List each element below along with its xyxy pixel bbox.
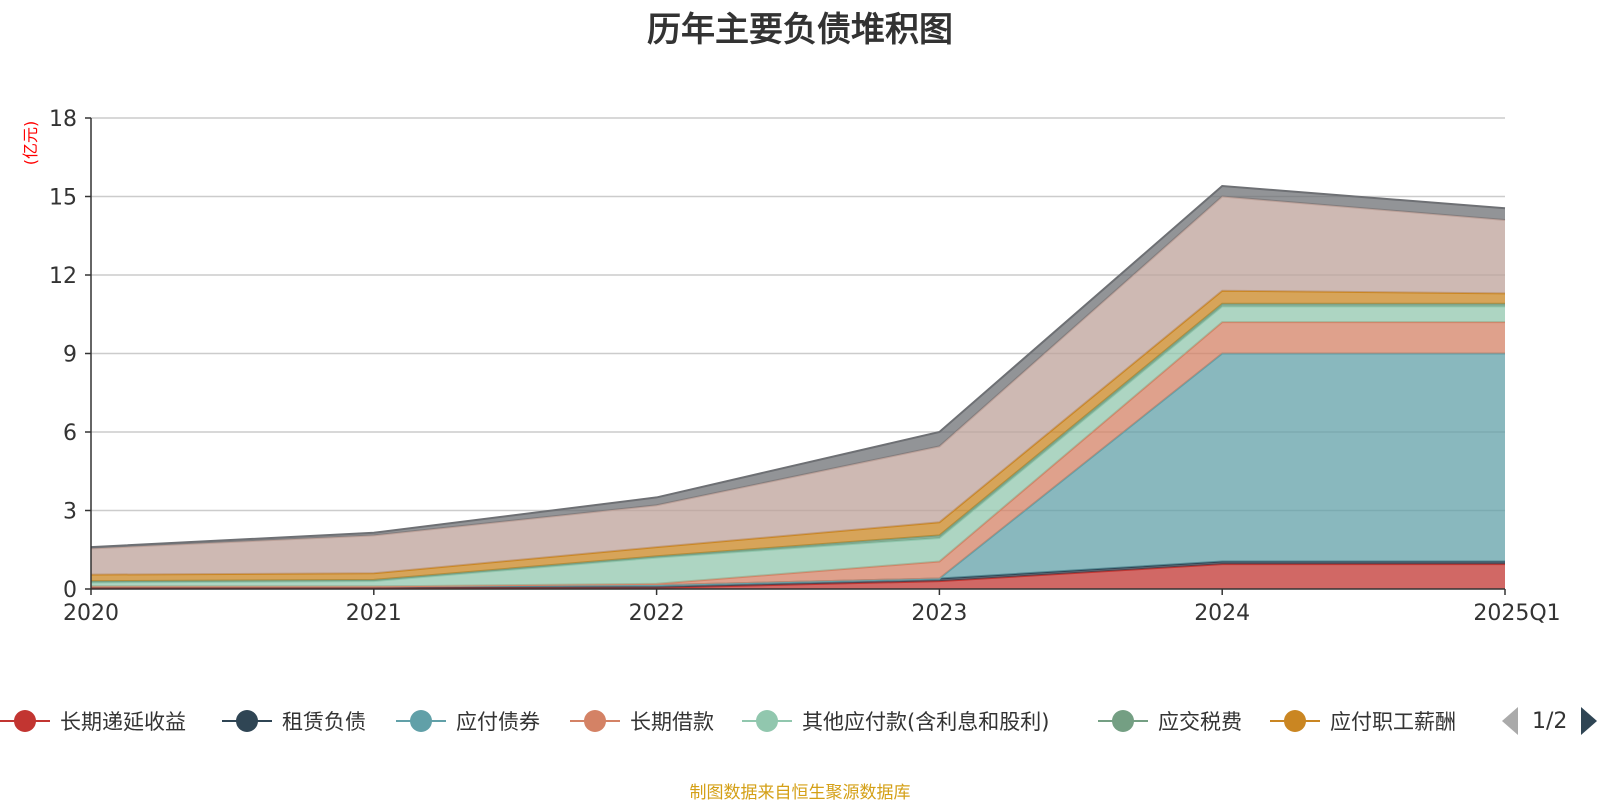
x-tick-label: 2025Q1 — [1473, 601, 1560, 626]
legend-item[interactable]: 长期借款 — [570, 704, 714, 738]
area-series-0[interactable] — [91, 564, 1505, 589]
legend-marker-icon — [570, 704, 620, 738]
x-tick-label: 2021 — [346, 601, 402, 626]
y-tick-label: 15 — [49, 186, 77, 211]
legend-label: 长期递延收益 — [60, 710, 186, 734]
area-series-7[interactable] — [91, 196, 1505, 575]
y-tick-label: 18 — [49, 107, 77, 132]
source-note: 制图数据来自恒生聚源数据库 — [689, 783, 911, 803]
legend-item[interactable]: 其他应付款(含利息和股利) — [742, 704, 1049, 738]
area-series-1[interactable] — [91, 561, 1505, 588]
legend-marker-icon — [396, 704, 446, 738]
legend-marker-icon — [1098, 704, 1148, 738]
x-tick-label: 2024 — [1194, 601, 1250, 626]
y-tick-label: 12 — [49, 264, 77, 289]
series-line-0 — [91, 563, 1505, 589]
x-tick-label: 2022 — [629, 601, 685, 626]
next-page-icon[interactable] — [1581, 707, 1598, 735]
legend-label: 租赁负债 — [282, 710, 366, 734]
y-tick-label: 9 — [63, 343, 77, 368]
legend: 长期递延收益 租赁负债 应付债券 长期借款 其他应付款(含利息和股利) 应交税费 应付职工薪… — [0, 704, 1600, 738]
legend-items: 长期递延收益 租赁负债 应付债券 长期借款 其他应付款(含利息和股利) 应交税费 应付职工薪… — [0, 704, 1482, 738]
grid-lines — [91, 117, 1505, 512]
stacked-area-chart: 0 3 6 9 12 15 18 2020 2021 2022 2023 2024 2025Q1 (亿元… — [21, 107, 1561, 626]
legend-item[interactable]: 长期递延收益 — [0, 704, 186, 738]
x-tick-label: 2023 — [911, 601, 967, 626]
series-line-8 — [90, 185, 1506, 549]
legend-item[interactable]: 租赁负债 — [222, 704, 366, 738]
legend-marker-icon — [222, 704, 272, 738]
legend-marker-icon — [1270, 704, 1320, 738]
legend-label: 应付职工薪酬 — [1330, 710, 1456, 734]
legend-marker-icon — [742, 704, 792, 738]
axes: 0 3 6 9 12 15 18 2020 2021 2022 2023 2024 2025Q1 — [49, 107, 1561, 626]
legend-label: 应付债券 — [456, 710, 540, 734]
legend-label: 其他应付款(含利息和股利) — [802, 710, 1050, 734]
legend-page-indicator: 1/2 — [1532, 708, 1568, 734]
y-tick-label: 6 — [63, 421, 77, 446]
prev-page-icon[interactable] — [1502, 707, 1518, 735]
y-tick-label: 3 — [63, 500, 77, 525]
x-tick-label: 2020 — [63, 601, 119, 626]
legend-label: 长期借款 — [630, 710, 714, 734]
y-axis-unit-label: (亿元) — [21, 121, 40, 166]
area-series-4[interactable] — [91, 306, 1505, 587]
legend-item[interactable]: 应付债券 — [396, 704, 540, 738]
legend-pager: 1/2 — [1502, 704, 1598, 738]
legend-marker-icon — [0, 704, 50, 738]
area-series-3[interactable] — [91, 322, 1505, 587]
legend-label: 应交税费 — [1158, 710, 1242, 734]
legend-item[interactable]: 应付职工薪酬 — [1270, 704, 1456, 738]
y-tick-label: 0 — [63, 578, 77, 603]
area-series-2[interactable] — [91, 353, 1505, 587]
chart-title: 历年主要负债堆积图 — [647, 10, 953, 50]
legend-item[interactable]: 应交税费 — [1098, 704, 1242, 738]
area-series — [90, 185, 1506, 589]
